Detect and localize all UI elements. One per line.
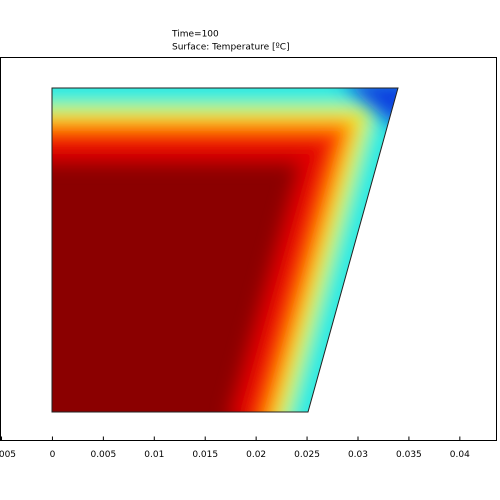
domain-outline [51,87,399,413]
x-tick-label: -0.005 [0,450,16,460]
x-tick-label: 0.03 [348,450,368,460]
chart-title: Time=100 [171,30,219,40]
plot-frame [0,57,497,441]
temperature-field [52,88,398,412]
x-tick-label: 0.005 [90,450,116,460]
x-tick-label: 0.04 [450,450,470,460]
x-tick-label: 0 [50,450,56,460]
x-tick-label: 0.015 [192,450,218,460]
x-tick-label: 0.035 [396,450,422,460]
x-tick-label: 0.025 [294,450,320,460]
chart-subtitle: Surface: Temperature [ºC] [172,43,290,53]
x-tick-label: 0.01 [144,450,164,460]
x-tick-label: 0.02 [246,450,266,460]
